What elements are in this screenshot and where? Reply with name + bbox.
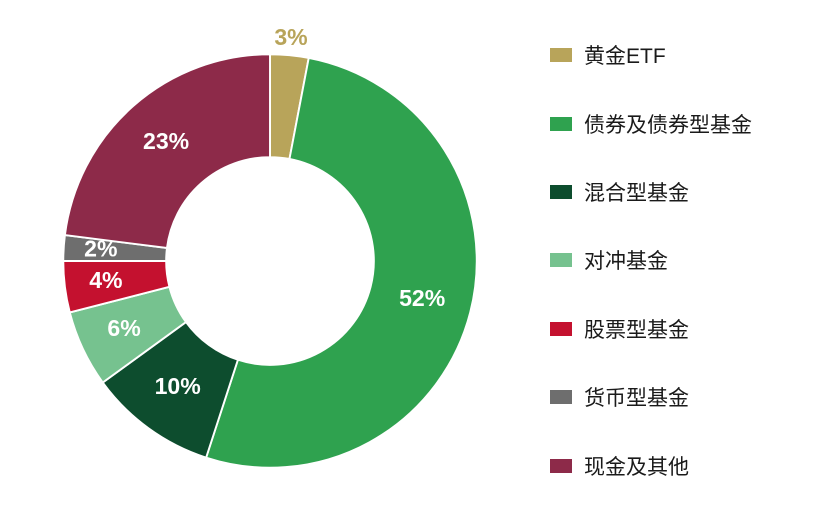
- legend-label-money: 货币型基金: [584, 382, 689, 412]
- legend-item-cash_other: 现金及其他: [550, 451, 806, 481]
- donut-chart-area: 3% 52% 10% 6% 4% 2% 23%: [0, 0, 540, 521]
- legend-label-gold_etf: 黄金ETF: [584, 40, 666, 70]
- slice-label-cash_other: 23%: [143, 128, 189, 154]
- slice-label-gold_etf: 3%: [274, 23, 307, 49]
- legend-swatch-equity: [550, 322, 572, 336]
- slice-label-mixed: 10%: [155, 373, 201, 399]
- slice-label-bonds: 52%: [399, 285, 445, 311]
- legend-swatch-hedge: [550, 253, 572, 267]
- legend-swatch-money: [550, 390, 572, 404]
- chart-container: 3% 52% 10% 6% 4% 2% 23% 黄金ETF 债券及债券型基金混合型基金对冲基金…: [0, 0, 836, 521]
- legend: 黄金ETF 债券及债券型基金混合型基金对冲基金股票型基金货币型基金现金及其他: [540, 21, 836, 500]
- legend-label-cash_other: 现金及其他: [584, 451, 689, 481]
- legend-swatch-mixed: [550, 185, 572, 199]
- legend-swatch-bonds: [550, 117, 572, 131]
- legend-item-mixed: 混合型基金: [550, 177, 806, 207]
- legend-label-equity: 股票型基金: [584, 314, 689, 344]
- legend-label-hedge: 对冲基金: [584, 245, 668, 275]
- legend-item-money: 货币型基金: [550, 382, 806, 412]
- legend-label-mixed: 混合型基金: [584, 177, 689, 207]
- legend-item-bonds: 债券及债券型基金: [550, 109, 806, 139]
- legend-item-gold_etf: 黄金ETF: [550, 40, 806, 70]
- legend-label-bonds: 债券及债券型基金: [584, 109, 752, 139]
- slice-label-money: 2%: [84, 235, 117, 261]
- legend-item-hedge: 对冲基金: [550, 245, 806, 275]
- legend-swatch-gold_etf: [550, 48, 572, 62]
- slice-label-equity: 4%: [89, 266, 122, 292]
- slice-label-hedge: 6%: [107, 314, 140, 340]
- legend-item-equity: 股票型基金: [550, 314, 806, 344]
- legend-swatch-cash_other: [550, 459, 572, 473]
- donut-chart: 3% 52% 10% 6% 4% 2% 23%: [20, 11, 520, 511]
